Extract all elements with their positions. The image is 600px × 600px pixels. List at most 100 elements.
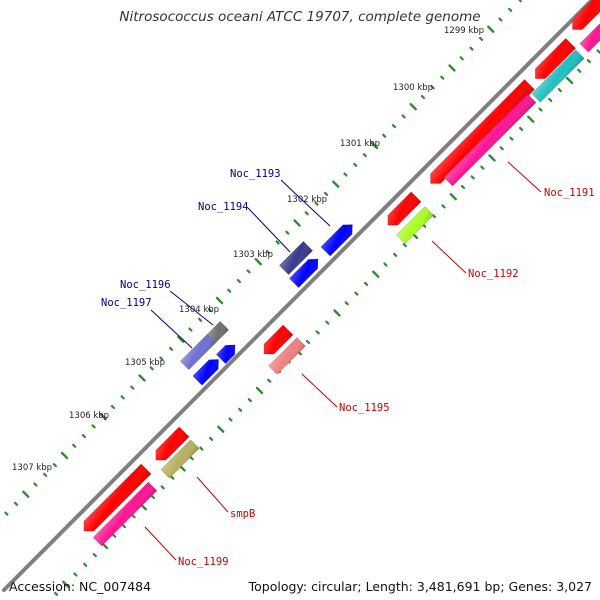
ruler-tick-lower — [372, 270, 380, 278]
ruler-tick-lower — [383, 262, 388, 267]
gene-noc-1196-blue — [215, 344, 236, 365]
ruler-tick-upper — [159, 356, 164, 361]
gene-noc-1192-red — [387, 191, 422, 226]
ruler-label: 1307 kbp — [12, 463, 52, 473]
gene-noc-1191-pink-top — [579, 23, 600, 53]
gene-noc-1191-red — [430, 79, 535, 184]
ruler-tick-lower — [112, 533, 117, 538]
ruler-tick-lower — [199, 446, 204, 451]
ruler-tick-lower — [267, 378, 272, 383]
ruler-tick-lower — [538, 107, 543, 112]
gene-noc-1191-cyan — [531, 49, 585, 103]
ruler-tick-lower — [596, 49, 600, 54]
gene-noc-1195-salmon — [268, 337, 306, 375]
connector-noc-1197 — [150, 309, 193, 349]
ruler-tick-upper — [120, 395, 125, 400]
ruler-tick-lower — [460, 184, 466, 190]
connector-noc-1195 — [301, 373, 338, 408]
ruler-tick-upper — [409, 103, 417, 111]
ruler-label: 1305 kbp — [125, 358, 165, 368]
ruler-tick-upper — [285, 230, 290, 235]
ruler-label: 1302 kbp — [287, 195, 327, 205]
ruler-tick-upper — [60, 451, 69, 460]
ruler-tick-upper — [314, 201, 319, 206]
gene-noc-1197-slate — [179, 333, 217, 371]
accession-text: Accession: NC_007484 — [9, 579, 152, 594]
ruler-tick-lower — [305, 339, 311, 345]
connector-smpb — [196, 476, 229, 513]
ruler-tick-upper — [33, 482, 38, 487]
ruler-tick-lower — [449, 193, 457, 201]
gene-noc-1192-lime — [396, 206, 434, 244]
ruler-tick-lower — [527, 115, 535, 123]
gene-smpb-khaki — [160, 439, 200, 479]
gene-noc-1197-blue — [192, 359, 219, 386]
ruler-tick-lower — [189, 456, 194, 461]
ruler-tick-upper — [138, 374, 146, 382]
ruler-tick-upper — [91, 424, 96, 429]
ruler-tick-upper — [81, 433, 87, 439]
ruler-tick-lower — [441, 204, 446, 209]
ruler-tick-lower — [488, 154, 496, 162]
gene-noc-1191-top-red — [572, 0, 600, 30]
gene-label-noc-1194: Noc_1194 — [198, 201, 249, 213]
ruler-tick-upper — [22, 490, 30, 498]
gene-features — [83, 0, 600, 547]
ruler-tick-upper — [440, 75, 445, 80]
ruler-tick-lower — [557, 88, 562, 93]
ruler-tick-upper — [52, 463, 57, 468]
gene-noc-1196-gray — [206, 320, 230, 344]
gene-smpb-red — [155, 426, 190, 461]
ruler-tick-upper — [227, 288, 232, 293]
ruler-tick-lower — [92, 553, 97, 558]
genome-title: Nitrosococcus oceani ATCC 19707, complet… — [119, 9, 481, 25]
genome-summary-text: Topology: circular; Length: 3,481,691 bp… — [248, 579, 592, 594]
gene-label-smpb: smpB — [230, 508, 255, 520]
ruler-tick-upper — [382, 133, 387, 138]
ruler-tick-lower — [470, 175, 475, 180]
ruler-tick-upper — [459, 56, 464, 61]
ruler-tick-lower — [480, 165, 485, 170]
ruler-label: 1301 kbp — [340, 139, 380, 149]
ruler-tick-upper — [332, 180, 340, 188]
ruler-tick-lower — [354, 291, 359, 296]
ruler-tick-upper — [430, 85, 435, 90]
ruler-tick-lower — [315, 330, 320, 335]
gene-label-noc-1195: Noc_1195 — [339, 402, 390, 414]
ruler-tick-upper — [343, 172, 348, 177]
ruler-tick-upper — [99, 413, 107, 421]
ruler-tick-upper — [265, 249, 271, 255]
ruler-tick-upper — [149, 366, 154, 371]
ruler-labels: 1299 kbp 1300 kbp 1301 kbp 1302 kbp 1303… — [12, 26, 484, 473]
gene-noc-1194-navy — [278, 240, 314, 276]
ruler-tick-upper — [275, 240, 280, 245]
ruler-tick-upper — [14, 501, 19, 506]
ruler-tick-upper — [478, 36, 484, 42]
ruler-tick-upper — [236, 279, 241, 284]
gene-noc-1194-blue — [288, 258, 319, 289]
gene-noc-1199-pink — [92, 481, 158, 547]
ruler-label: 1304 kbp — [179, 305, 219, 315]
ruler-tick-upper — [518, 0, 522, 3]
ruler-tick-lower — [83, 562, 88, 567]
ruler-tick-lower — [509, 136, 514, 141]
ruler-tick-lower — [344, 301, 349, 306]
ruler-tick-upper — [207, 308, 212, 313]
ruler-tick-lower — [228, 417, 233, 422]
ruler-tick-upper — [448, 64, 456, 72]
ruler-tick-upper — [304, 211, 309, 216]
gene-label-noc-1196: Noc_1196 — [120, 279, 171, 291]
ruler-tick-upper — [469, 46, 474, 51]
connector-noc-1193 — [280, 179, 331, 227]
ruler-tick-lower — [565, 76, 574, 85]
ruler-tick-lower — [247, 398, 252, 403]
ruler-tick-lower — [431, 214, 436, 219]
gene-label-noc-1199: Noc_1199 — [178, 556, 229, 568]
connector-noc-1196 — [169, 290, 214, 326]
ruler-label: 1299 kbp — [444, 26, 484, 36]
ruler-tick-upper — [498, 17, 503, 22]
ruler-label: 1306 kbp — [69, 411, 109, 421]
gene-noc-1199-red — [83, 463, 152, 532]
genome-backbone — [2, 0, 595, 592]
